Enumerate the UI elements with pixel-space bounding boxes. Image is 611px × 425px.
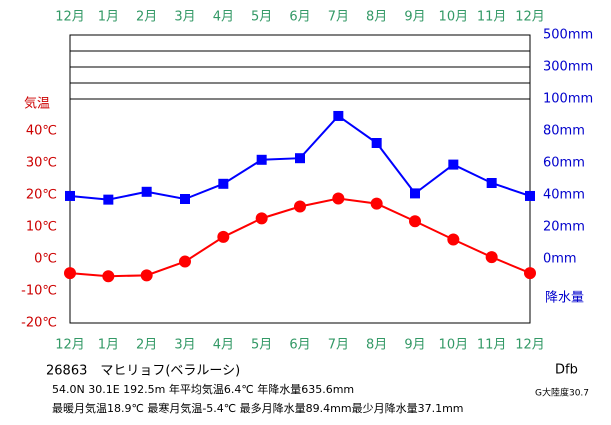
y-tick-label: -10℃ <box>21 284 57 299</box>
marker <box>218 178 229 189</box>
y-tick-label: 40℃ <box>26 124 57 139</box>
y2-tick-label: 0mm <box>543 252 577 267</box>
marker <box>180 194 190 204</box>
x-tick-label: 12月 <box>515 10 545 25</box>
marker <box>102 270 115 283</box>
x-tick-label: 2月 <box>136 10 157 25</box>
marker <box>448 159 459 170</box>
marker <box>485 251 498 264</box>
marker <box>217 230 230 243</box>
continentality: G大陸度30.7 <box>535 387 589 399</box>
x-tick-label: 5月 <box>251 10 272 25</box>
marker <box>410 188 420 199</box>
x-tick-label: 2月 <box>136 338 157 353</box>
x-tick-label: 7月 <box>328 338 349 353</box>
x-tick-label: 12月 <box>55 10 85 25</box>
marker <box>333 110 344 121</box>
x-tick-label: 8月 <box>366 338 387 353</box>
x-tick-label: 5月 <box>251 338 272 353</box>
x-tick-label: 12月 <box>515 338 545 353</box>
x-tick-label: 6月 <box>289 10 310 25</box>
y2-tick-label: 100mm <box>543 92 593 107</box>
x-tick-label: 6月 <box>289 338 310 353</box>
x-tick-label: 11月 <box>477 338 507 353</box>
x-tick-label: 1月 <box>98 10 119 25</box>
marker <box>332 192 345 205</box>
y2-tick-label: 500mm <box>543 28 593 43</box>
y2-axis-label: 降水量 <box>545 291 584 306</box>
marker <box>141 186 152 197</box>
y-tick-label: -20℃ <box>21 316 57 331</box>
x-tick-label: 10月 <box>439 10 469 25</box>
marker <box>447 233 460 246</box>
x-tick-label: 8月 <box>366 10 387 25</box>
marker <box>371 138 382 148</box>
x-tick-label: 3月 <box>174 10 195 25</box>
marker <box>65 190 75 201</box>
y2-tick-label: 80mm <box>543 124 585 139</box>
x-tick-label: 11月 <box>477 10 507 25</box>
marker <box>140 269 153 282</box>
x-tick-label: 12月 <box>55 338 85 353</box>
marker <box>524 267 536 280</box>
y2-tick-label: 300mm <box>543 60 593 75</box>
marker <box>255 212 268 225</box>
x-tick-label: 9月 <box>404 10 425 25</box>
x-tick-label: 4月 <box>213 10 234 25</box>
marker <box>179 255 191 268</box>
marker <box>103 194 114 205</box>
y-axis-label: 気温 <box>24 96 50 112</box>
station: 26863 マヒリョフ(ベラルーシ) <box>46 364 240 379</box>
y2-tick-label: 20mm <box>543 220 585 235</box>
marker <box>294 200 306 213</box>
y-tick-label: 10℃ <box>26 220 57 235</box>
y-tick-label: 20℃ <box>26 188 57 203</box>
climate-class: Dfb <box>555 363 578 378</box>
x-tick-label: 4月 <box>213 338 234 353</box>
marker <box>64 267 76 280</box>
plot-frame <box>69 34 531 324</box>
info: 54.0N 30.1E 192.5m 年平均気温6.4℃ 年降水量635.6mm <box>52 382 354 396</box>
y2-tick-label: 60mm <box>543 156 585 171</box>
marker <box>525 190 535 201</box>
x-tick-label: 9月 <box>404 338 425 353</box>
marker <box>486 178 497 188</box>
marker <box>409 215 421 228</box>
x-tick-label: 10月 <box>439 338 469 353</box>
y-tick-label: 0℃ <box>34 252 57 267</box>
x-tick-label: 3月 <box>174 338 195 353</box>
x-tick-label: 1月 <box>98 338 119 353</box>
marker <box>295 153 305 164</box>
info: 最暖月気温18.9℃ 最寒月気温-5.4℃ 最多月降水量89.4mm最少月降水量… <box>52 401 464 415</box>
marker <box>370 197 383 210</box>
y-tick-label: 30℃ <box>26 156 57 171</box>
y2-tick-label: 40mm <box>543 188 585 203</box>
x-tick-label: 7月 <box>328 10 349 25</box>
marker <box>256 154 267 165</box>
